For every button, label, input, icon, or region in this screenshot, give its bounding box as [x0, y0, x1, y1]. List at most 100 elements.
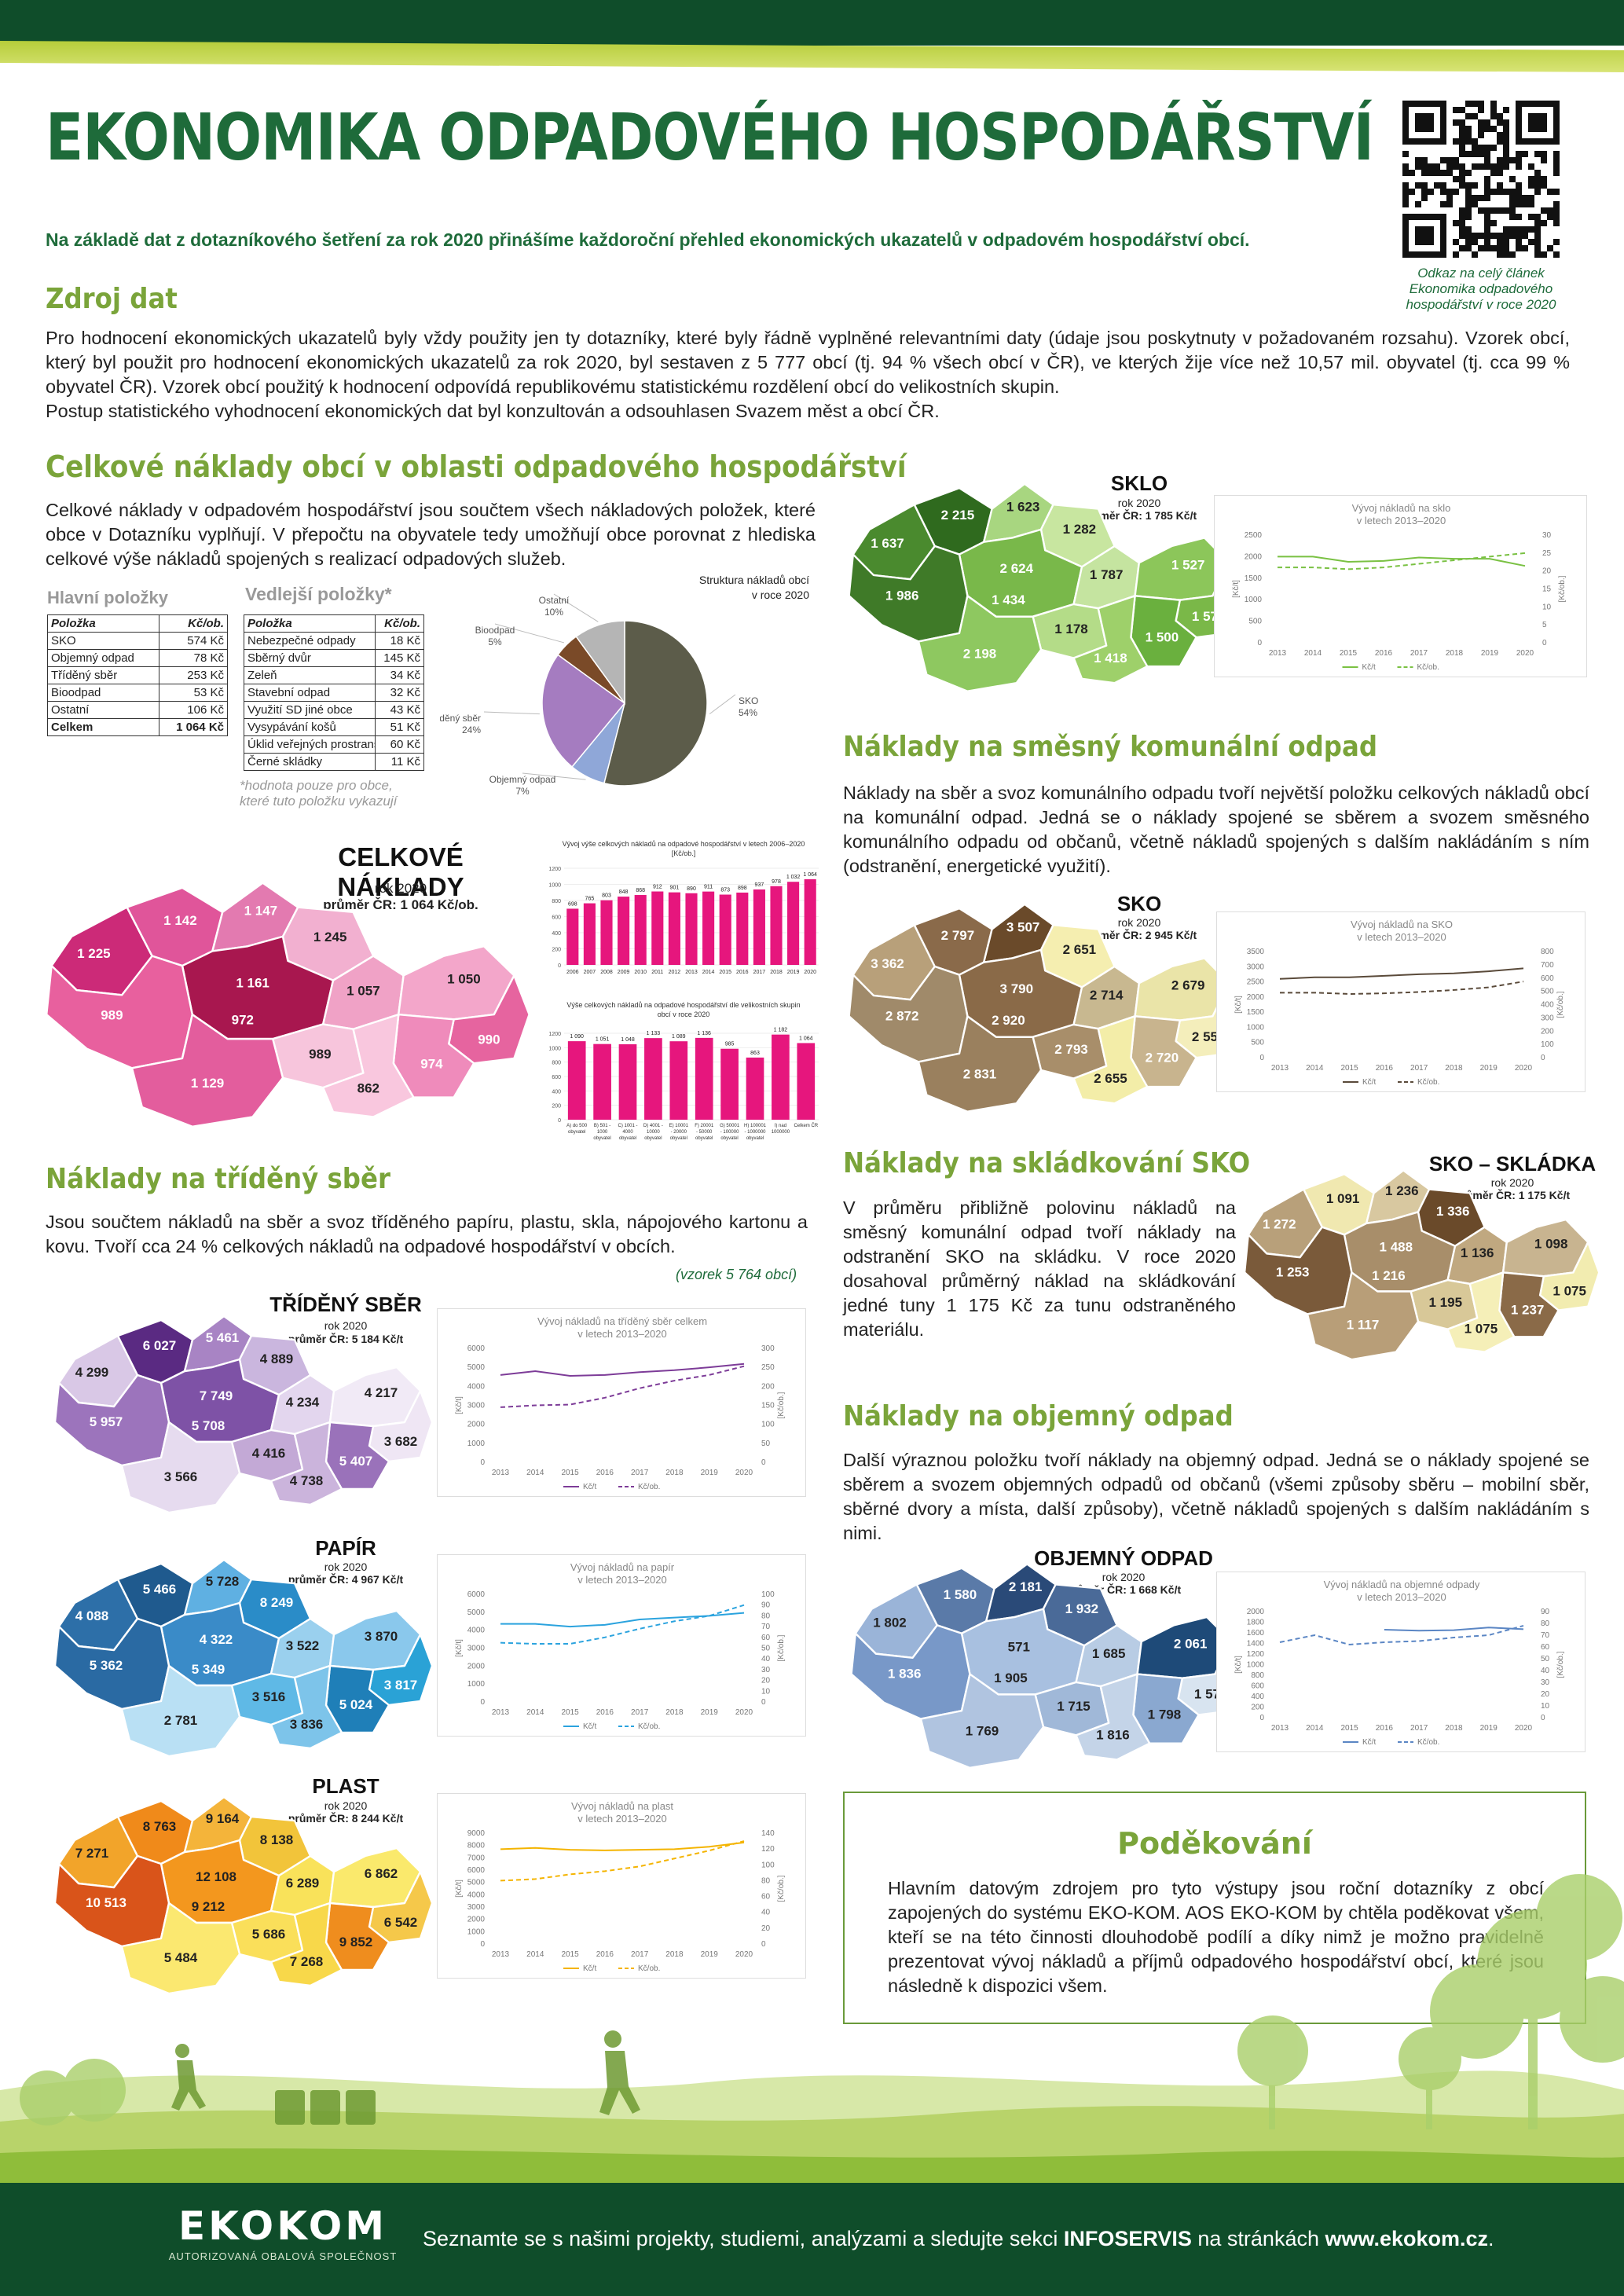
thanks-title: Poděkování: [1117, 1826, 1312, 1861]
map-region: [917, 1015, 1043, 1113]
x-tick-label: obyvatel: [619, 1136, 636, 1141]
y-right-tick: 400: [1541, 1001, 1554, 1010]
legend-label-kc-ob: Kč/ob.: [1417, 1738, 1439, 1747]
x-tick-label: E) 10001: [669, 1124, 689, 1128]
x-tick-label: 2020: [735, 1708, 753, 1717]
map-region-label: 1 129: [191, 1076, 225, 1091]
series-line-kc-t: [500, 1612, 745, 1628]
bar-value-label: 937: [755, 882, 764, 888]
footer-link[interactable]: www.ekokom.cz: [1325, 2227, 1489, 2250]
qr-code[interactable]: [1402, 101, 1560, 258]
x-tick-label: 2019: [1480, 1064, 1498, 1073]
map-region-label: 2 793: [1054, 1042, 1088, 1057]
map-region-label: 1 237: [1511, 1302, 1545, 1317]
legend-label-kc-ob: Kč/ob.: [638, 1964, 660, 1973]
map-papir-title: PAPÍR: [315, 1536, 376, 1560]
bar-value-label: 863: [750, 1051, 760, 1056]
y-left-tick: 400: [1251, 1693, 1264, 1701]
table-cell: 574 Kč: [159, 632, 228, 650]
section-title-trideny: Náklady na tříděný sběr: [46, 1163, 390, 1195]
map-plast: 7 271 8 763 9 164 12 108 8 138 9 212 10 513 6 2…: [53, 1795, 434, 1995]
x-tick-label: 2017: [753, 970, 766, 975]
y-tick-label: 800: [552, 1061, 561, 1066]
bar: [669, 1041, 688, 1120]
map-region-label: 5 728: [206, 1574, 240, 1589]
line-chart-title: Vývoj nákladů na papír: [570, 1561, 675, 1573]
y-left-tick: 2000: [1245, 552, 1263, 561]
y-right-tick: 800: [1541, 948, 1554, 956]
map-region-label: 1 623: [1006, 500, 1040, 515]
map-total-title: CELKOVÉ NÁKLADY: [337, 842, 464, 901]
map-region-label: 4 234: [286, 1395, 320, 1410]
pie-slice-pct: 7%: [515, 786, 530, 797]
y-left-axis-label: [Kč/t]: [1234, 1656, 1243, 1674]
map-region-label: 2 714: [1090, 988, 1124, 1003]
side-items-note: *hodnota pouze pro obce, které tuto polož…: [240, 778, 398, 809]
map-trid: 4 299 6 027 5 461 7 749 4 889 5 708 5 957 4 234…: [53, 1315, 434, 1514]
line-chart-title: Vývoj nákladů na objemné odpady: [1324, 1579, 1480, 1590]
y-right-tick: 120: [761, 1845, 775, 1854]
x-tick-label: 2017: [631, 1708, 649, 1717]
pie-slice-label: Ostatní: [539, 595, 570, 606]
map-sko: 3 362 2 797 3 507 3 790 2 651 2 920 2 872 2 714…: [848, 903, 1242, 1113]
y-right-tick: 80: [1541, 1619, 1550, 1628]
map-region-label: 5 957: [90, 1414, 123, 1429]
ekokom-logo-text: EKOKOM: [178, 2203, 387, 2249]
map-region-label: 6 027: [143, 1338, 177, 1353]
map-region: [1446, 1271, 1516, 1353]
x-tick-label: 2014: [1306, 1064, 1324, 1073]
y-left-tick: 6000: [467, 1344, 486, 1353]
table-cell: Vysypávání košů: [244, 718, 376, 736]
y-right-tick: 20: [1542, 567, 1552, 576]
map-region-label: 1 098: [1534, 1237, 1568, 1252]
table-row: Stavební odpad 32 Kč: [244, 684, 425, 702]
smesny-text: Náklady na sběr a svoz komunálního odpad…: [843, 783, 1589, 876]
table-cell: Tříděný sběr: [46, 666, 160, 684]
map-total: 1 225 1 142 1 147 1 161 1 245 972 989 1 057 1 05…: [45, 882, 530, 1128]
table-row: Sběrný dvůr 145 Kč: [244, 649, 425, 667]
x-tick-label: 2015: [1340, 649, 1358, 658]
map-region-label: 1 195: [1429, 1295, 1463, 1310]
line-chart-papir-box: Vývoj nákladů na papír v letech 2013–2020…: [437, 1554, 806, 1737]
y-tick-label: 600: [552, 1075, 561, 1080]
pie-slice: [541, 654, 626, 768]
x-tick-label: 2014: [526, 1708, 544, 1717]
legend-label-kc-ob: Kč/ob.: [1417, 663, 1439, 672]
map-region-label: 989: [101, 1007, 123, 1022]
y-right-tick: 30: [1541, 1678, 1550, 1687]
map-region-label: 12 108: [196, 1869, 236, 1884]
table-cell: Ostatní: [46, 701, 160, 719]
map-region-label: 3 817: [384, 1678, 418, 1693]
map-region-label: 1 905: [994, 1671, 1028, 1685]
bar-value-label: 1 090: [570, 1034, 584, 1040]
pie-slice-label: Objemný odpad: [489, 774, 556, 785]
y-tick-label: 0: [558, 963, 561, 969]
bar-value-label: 698: [568, 901, 577, 907]
table-row: Černé skládky 11 Kč: [244, 753, 425, 771]
x-tick-label: H) 100001: [744, 1124, 767, 1128]
x-tick-label: 2013: [1271, 1064, 1289, 1073]
pie-slice-pct: 5%: [488, 636, 502, 647]
y-left-tick: 0: [1259, 1054, 1264, 1062]
y-tick-label: 400: [552, 1089, 561, 1095]
legend-label-kc-t: Kč/t: [1362, 663, 1376, 672]
map-region-label: 2 655: [1094, 1071, 1127, 1086]
y-right-tick: 0: [1541, 1054, 1545, 1062]
y-right-tick: 100: [761, 1590, 775, 1599]
y-right-axis-label: [Kč/ob.]: [1556, 1651, 1565, 1678]
bar-value-label: 873: [720, 888, 730, 893]
table-cell: Objemný odpad: [46, 649, 160, 667]
x-tick-label: 2020: [735, 1950, 753, 1959]
x-tick-label: 2017: [631, 1950, 649, 1959]
line-chart-title: Vývoj nákladů na SKO: [1351, 919, 1453, 930]
bar-value-label: 868: [636, 888, 645, 893]
map-region-label: 1 986: [885, 589, 919, 603]
y-right-axis-label: [Kč/ob.]: [777, 1392, 786, 1418]
y-left-tick: 3000: [1247, 963, 1265, 971]
x-tick-label: Celkem ČR: [794, 1123, 818, 1128]
map-region-label: 1 418: [1094, 651, 1127, 666]
table-header-cell: Položka: [46, 614, 160, 633]
map-region-label: 5 362: [90, 1658, 123, 1673]
section-title-objemny: Náklady na objemný odpad: [843, 1400, 1234, 1432]
map-region-label: 1 685: [1092, 1646, 1126, 1661]
